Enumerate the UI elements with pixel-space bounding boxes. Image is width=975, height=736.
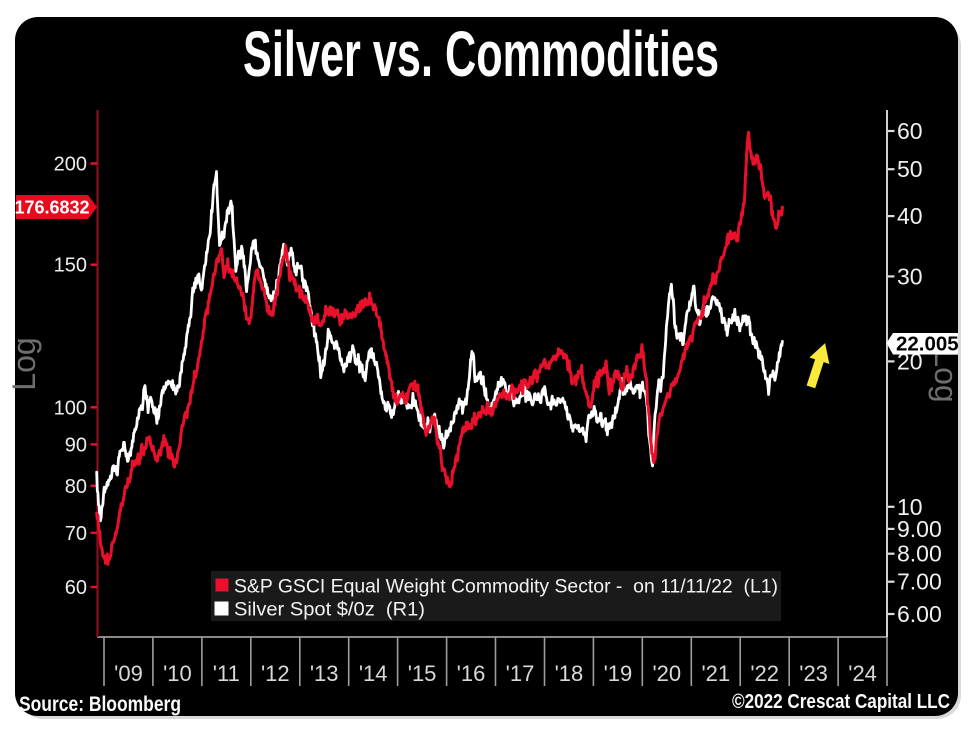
svg-text:'20: '20 bbox=[652, 661, 681, 686]
svg-text:'18: '18 bbox=[555, 661, 584, 686]
svg-text:70: 70 bbox=[65, 523, 87, 545]
svg-text:7.00: 7.00 bbox=[897, 569, 942, 595]
svg-text:'12: '12 bbox=[261, 661, 290, 686]
svg-text:Log: Log bbox=[6, 337, 42, 390]
svg-text:60: 60 bbox=[65, 577, 87, 599]
svg-text:Source: Bloomberg: Source: Bloomberg bbox=[19, 693, 181, 716]
svg-text:8.00: 8.00 bbox=[897, 541, 942, 567]
svg-text:80: 80 bbox=[65, 476, 87, 498]
svg-text:'15: '15 bbox=[408, 661, 437, 686]
svg-text:150: 150 bbox=[54, 255, 87, 277]
svg-text:S&P GSCI Equal Weight Commodit: S&P GSCI Equal Weight Commodity Sector -… bbox=[234, 577, 778, 598]
svg-text:'22: '22 bbox=[750, 661, 779, 686]
svg-text:40: 40 bbox=[897, 203, 923, 229]
svg-text:30: 30 bbox=[897, 263, 923, 289]
svg-text:'19: '19 bbox=[604, 661, 633, 686]
svg-text:50: 50 bbox=[897, 156, 923, 182]
svg-text:90: 90 bbox=[65, 434, 87, 456]
svg-text:'23: '23 bbox=[799, 661, 828, 686]
svg-text:Silver Spot $/0z (R1): Silver Spot $/0z (R1) bbox=[234, 600, 425, 621]
svg-text:'24: '24 bbox=[848, 661, 877, 686]
svg-text:'14: '14 bbox=[359, 661, 388, 686]
svg-text:'09: '09 bbox=[114, 661, 143, 686]
svg-text:100: 100 bbox=[54, 397, 87, 419]
svg-text:'13: '13 bbox=[310, 661, 339, 686]
svg-text:10: 10 bbox=[897, 494, 923, 520]
svg-text:'21: '21 bbox=[701, 661, 730, 686]
svg-text:'10: '10 bbox=[163, 661, 192, 686]
svg-text:'16: '16 bbox=[457, 661, 486, 686]
svg-text:6.00: 6.00 bbox=[897, 601, 942, 627]
svg-text:200: 200 bbox=[54, 154, 87, 176]
svg-text:'17: '17 bbox=[506, 661, 535, 686]
svg-text:©2022 Crescat Capital LLC: ©2022 Crescat Capital LLC bbox=[732, 691, 950, 713]
svg-text:176.6832: 176.6832 bbox=[14, 198, 89, 218]
svg-text:9.00: 9.00 bbox=[897, 516, 942, 542]
svg-text:Silver vs. Commodities: Silver vs. Commodities bbox=[243, 18, 719, 90]
svg-text:'11: '11 bbox=[213, 661, 240, 686]
svg-text:60: 60 bbox=[897, 118, 923, 144]
svg-text:22.005: 22.005 bbox=[896, 333, 959, 356]
svg-text:Log: Log bbox=[928, 349, 964, 402]
